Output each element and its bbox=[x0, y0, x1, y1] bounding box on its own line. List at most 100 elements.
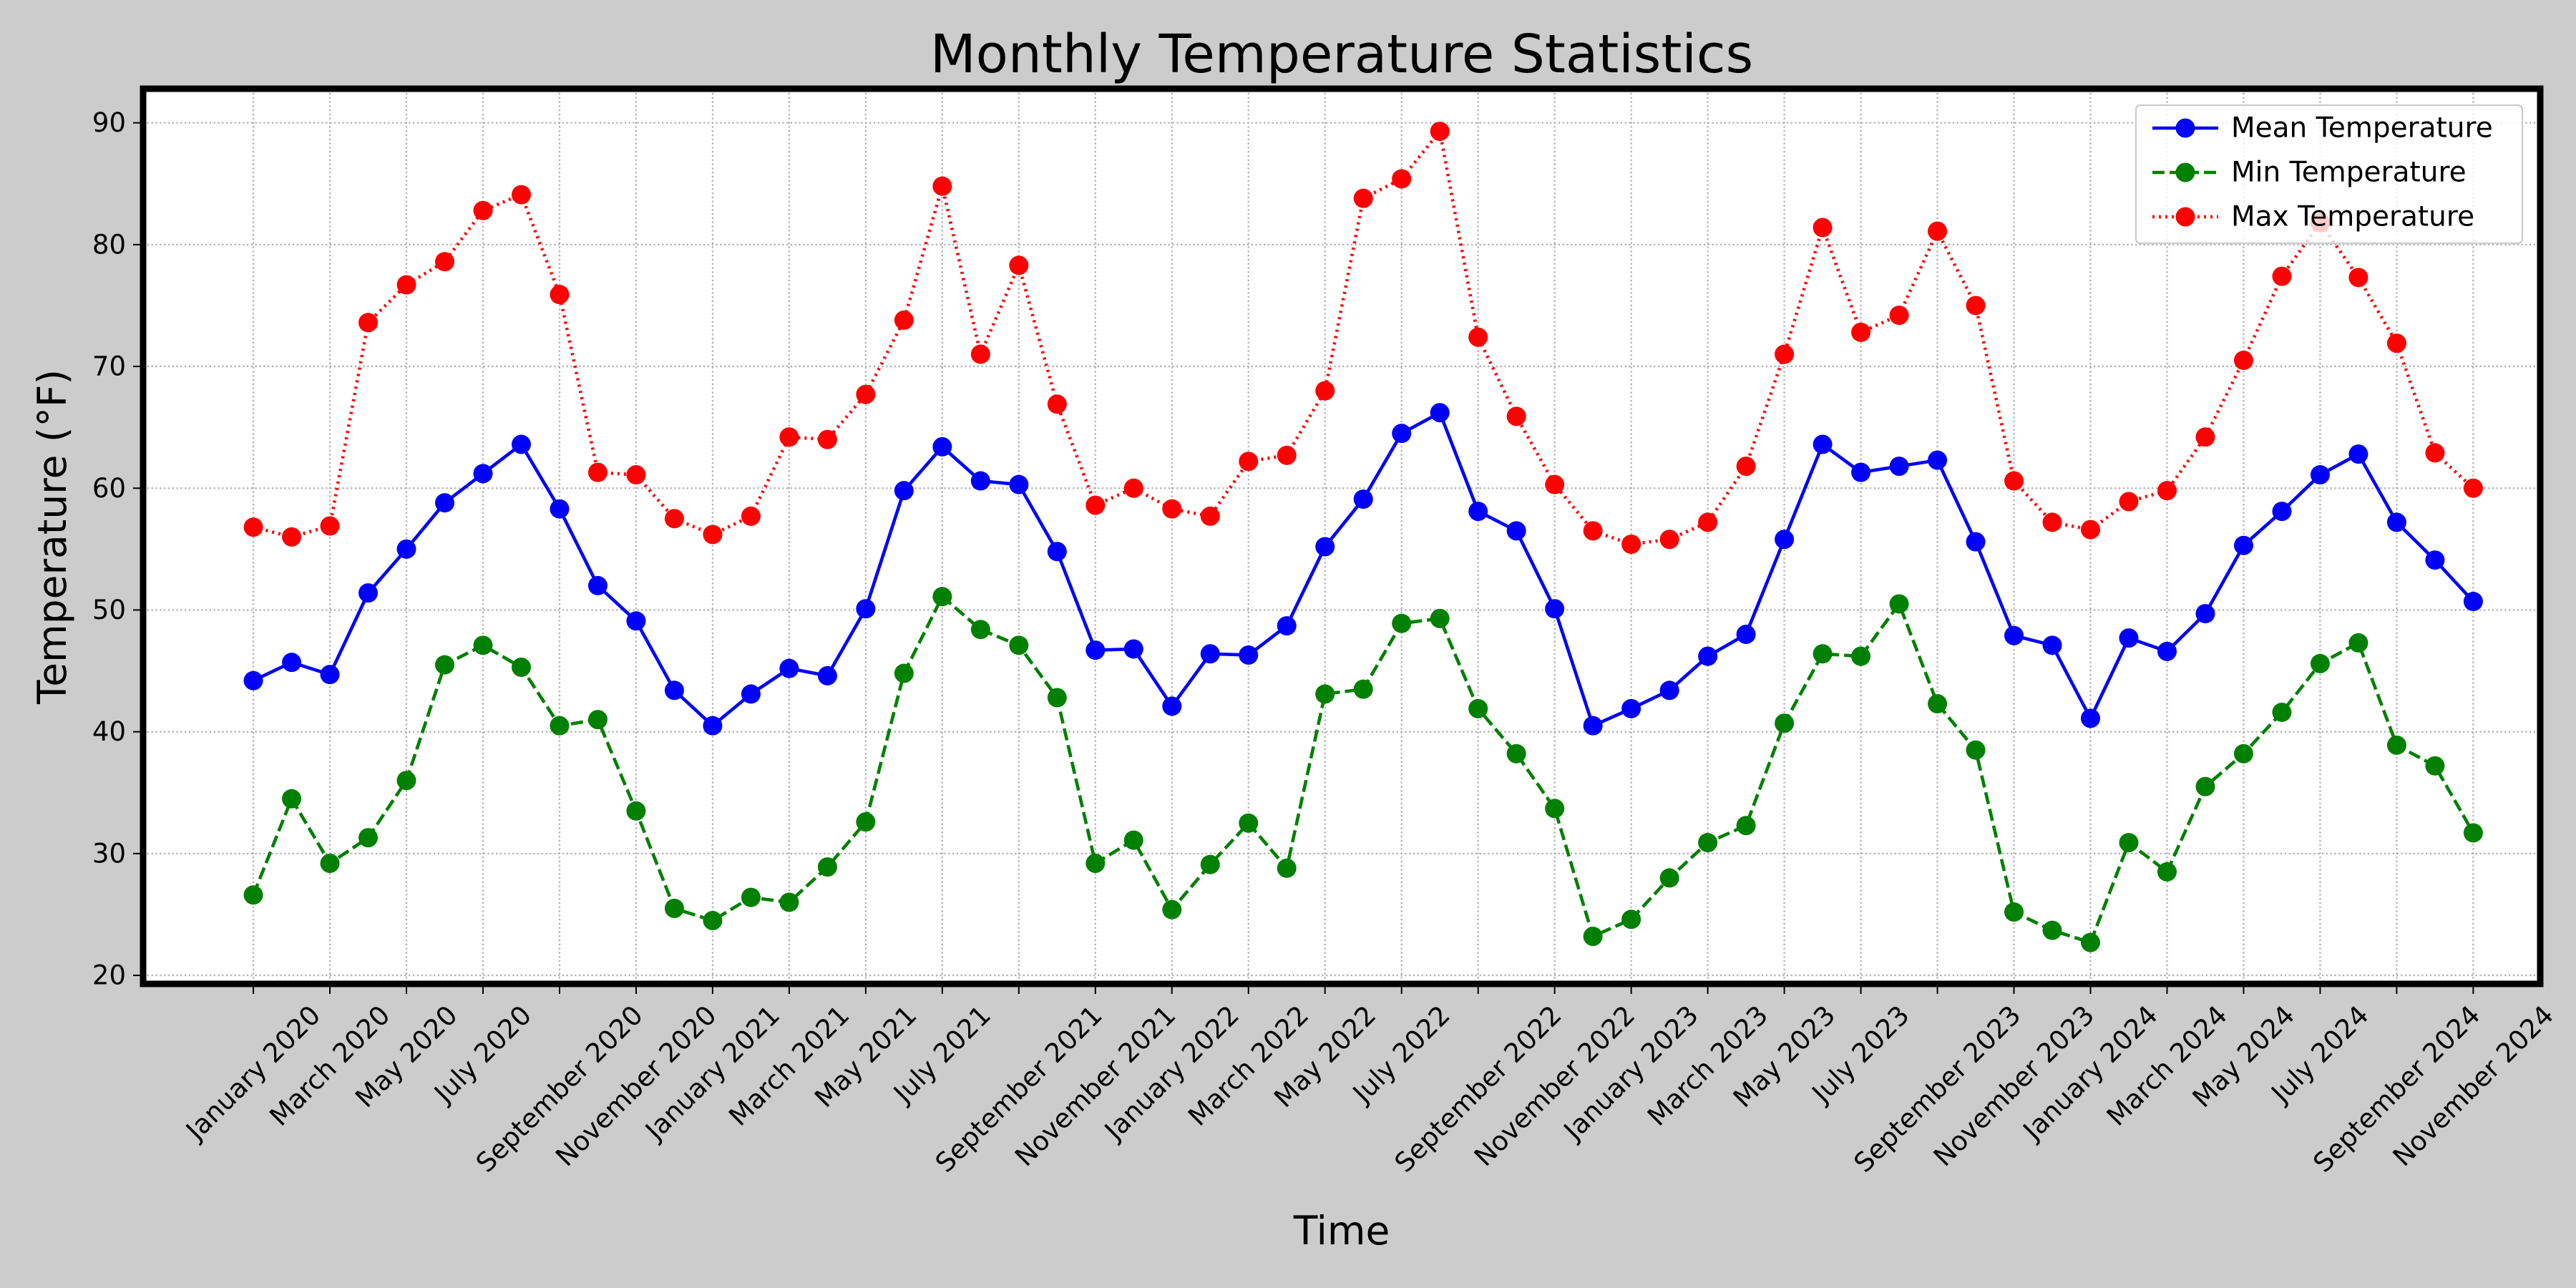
marker bbox=[1277, 858, 1297, 878]
marker bbox=[1545, 474, 1565, 494]
marker bbox=[703, 716, 723, 736]
legend-label: Min Temperature bbox=[2231, 157, 2467, 189]
marker bbox=[1966, 296, 1986, 316]
marker bbox=[1851, 322, 1871, 342]
marker bbox=[2310, 465, 2330, 485]
marker bbox=[664, 509, 684, 529]
marker bbox=[1889, 594, 1909, 614]
marker bbox=[1239, 645, 1259, 665]
marker bbox=[1353, 489, 1373, 509]
marker bbox=[1392, 613, 1412, 633]
marker bbox=[1047, 542, 1067, 562]
marker bbox=[856, 384, 876, 404]
marker bbox=[1353, 188, 1373, 208]
marker bbox=[2348, 633, 2368, 653]
marker bbox=[626, 801, 646, 821]
marker bbox=[1813, 644, 1833, 664]
marker bbox=[396, 539, 416, 559]
legend-box bbox=[2135, 104, 2524, 245]
marker bbox=[434, 655, 454, 675]
marker bbox=[1277, 445, 1297, 465]
marker bbox=[664, 680, 684, 701]
marker bbox=[2386, 735, 2406, 755]
marker bbox=[587, 575, 608, 595]
marker bbox=[2157, 862, 2177, 882]
marker bbox=[1239, 452, 1259, 472]
legend-marker bbox=[2175, 118, 2195, 138]
chart-title: Monthly Temperature Statistics bbox=[930, 24, 1753, 85]
y-tick-label: 40 bbox=[92, 716, 126, 747]
marker bbox=[1698, 646, 1718, 666]
marker bbox=[587, 710, 608, 730]
marker bbox=[1009, 255, 1029, 275]
marker bbox=[2081, 932, 2101, 952]
marker bbox=[434, 493, 454, 513]
marker bbox=[1966, 532, 1986, 552]
marker bbox=[1047, 394, 1067, 414]
marker bbox=[894, 481, 914, 501]
marker bbox=[1966, 740, 1986, 760]
x-axis-label: Time bbox=[1293, 1208, 1390, 1254]
marker bbox=[779, 892, 799, 912]
marker bbox=[396, 275, 416, 295]
marker bbox=[282, 527, 302, 547]
marker bbox=[817, 665, 837, 686]
marker bbox=[550, 716, 570, 736]
marker bbox=[1928, 221, 1948, 241]
marker bbox=[1239, 813, 1259, 833]
marker bbox=[2233, 743, 2253, 763]
marker bbox=[1430, 608, 1450, 628]
marker bbox=[320, 853, 340, 873]
marker bbox=[2463, 823, 2483, 843]
y-tick-label: 30 bbox=[92, 838, 126, 869]
marker bbox=[396, 771, 416, 791]
marker bbox=[2081, 708, 2101, 728]
marker bbox=[1430, 403, 1450, 423]
marker bbox=[1506, 521, 1526, 541]
marker bbox=[1506, 743, 1526, 763]
marker bbox=[1123, 830, 1143, 850]
marker bbox=[626, 465, 646, 485]
marker bbox=[741, 684, 761, 704]
marker bbox=[320, 665, 340, 685]
marker bbox=[626, 611, 646, 631]
marker bbox=[358, 583, 379, 603]
marker bbox=[703, 525, 723, 545]
marker bbox=[1468, 502, 1488, 522]
marker bbox=[1123, 478, 1143, 498]
marker bbox=[434, 252, 454, 272]
marker bbox=[1583, 716, 1603, 736]
legend-marker bbox=[2175, 162, 2195, 182]
marker bbox=[2157, 641, 2177, 661]
marker bbox=[2425, 443, 2445, 463]
marker bbox=[1775, 713, 1795, 733]
marker bbox=[2310, 653, 2330, 673]
legend-marker bbox=[2175, 207, 2195, 227]
marker bbox=[2081, 519, 2101, 540]
marker bbox=[856, 599, 876, 619]
marker bbox=[1162, 499, 1182, 519]
marker bbox=[817, 429, 837, 449]
marker bbox=[320, 516, 340, 536]
marker bbox=[2119, 628, 2139, 648]
marker bbox=[932, 176, 952, 196]
marker bbox=[1813, 218, 1833, 238]
marker bbox=[664, 898, 684, 918]
marker bbox=[932, 587, 952, 607]
marker bbox=[1162, 899, 1182, 919]
marker bbox=[2233, 535, 2253, 555]
marker bbox=[817, 857, 837, 877]
marker bbox=[1928, 694, 1948, 714]
marker bbox=[1698, 833, 1718, 853]
marker bbox=[2119, 492, 2139, 512]
marker bbox=[856, 812, 876, 832]
marker bbox=[1315, 684, 1335, 704]
marker bbox=[2004, 902, 2024, 922]
marker bbox=[2042, 512, 2062, 532]
marker bbox=[1162, 696, 1182, 716]
y-tick-label: 20 bbox=[92, 960, 126, 991]
marker bbox=[1736, 816, 1756, 836]
marker bbox=[2272, 502, 2292, 522]
marker bbox=[243, 670, 263, 691]
